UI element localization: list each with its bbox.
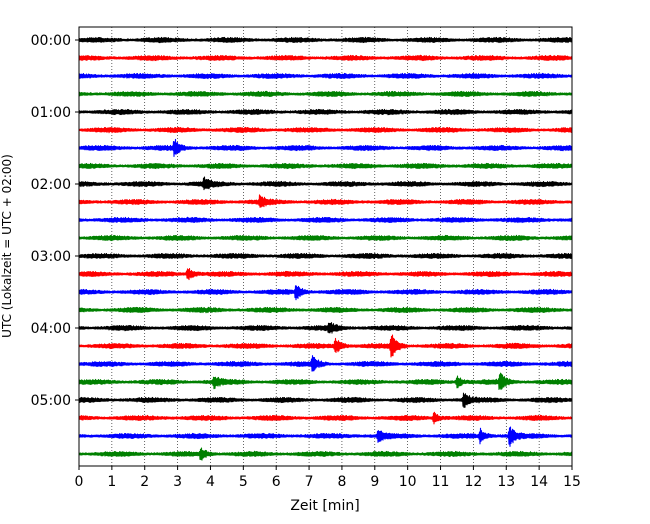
- trace-05-45: [78, 447, 573, 461]
- y-tick-label-2: 02:00: [31, 177, 71, 193]
- y-tick-label-1: 01:00: [31, 105, 71, 121]
- x-tick-label-8: 8: [337, 474, 346, 490]
- x-tick-label-15: 15: [563, 474, 581, 490]
- grid-layer: [111, 27, 540, 466]
- x-tick-label-10: 10: [399, 474, 417, 490]
- trace-02-30: [78, 216, 573, 224]
- trace-02-00: [78, 176, 573, 191]
- x-tick-label-9: 9: [370, 474, 379, 490]
- trace-00-15: [78, 54, 573, 62]
- trace-00-45: [78, 90, 573, 98]
- trace-05-15: [78, 411, 573, 425]
- trace-layer: [78, 36, 573, 461]
- x-tick-label-3: 3: [173, 474, 182, 490]
- x-tick-label-11: 11: [432, 474, 450, 490]
- trace-02-15: [78, 194, 573, 208]
- y-tick-label-5: 05:00: [31, 393, 71, 409]
- y-tick-label-0: 00:00: [31, 33, 71, 49]
- x-tick-label-14: 14: [530, 474, 548, 490]
- trace-04-00: [78, 322, 573, 334]
- trace-00-30: [78, 72, 573, 80]
- y-tick-label-4: 04:00: [31, 321, 71, 337]
- trace-01-45: [78, 162, 573, 170]
- trace-04-15: [78, 334, 573, 358]
- x-tick-label-7: 7: [305, 474, 314, 490]
- trace-02-45: [78, 234, 573, 242]
- trace-04-30: [78, 355, 573, 372]
- x-tick-label-0: 0: [75, 474, 84, 490]
- plot-frame: [78, 26, 573, 467]
- trace-03-30: [78, 285, 573, 301]
- axis-layer: 0 1 2 3 4 5 6 7 8 9 10 11 12 13 14 1500:0001:0002:0003:…: [31, 26, 581, 490]
- x-tick-label-12: 12: [464, 474, 482, 490]
- x-tick-label-4: 4: [206, 474, 215, 490]
- trace-04-45: [78, 372, 573, 391]
- x-axis-label: Zeit [min]: [290, 498, 359, 514]
- trace-01-15: [78, 126, 573, 134]
- trace-01-30: [78, 138, 573, 158]
- x-tick-label-6: 6: [272, 474, 281, 490]
- trace-00-00: [78, 36, 573, 44]
- trace-01-00: [78, 108, 573, 116]
- y-axis-label: UTC (Lokalzeit = UTC + 02:00): [0, 154, 14, 338]
- trace-03-15: [78, 268, 573, 281]
- x-tick-label-5: 5: [239, 474, 248, 490]
- x-tick-label-2: 2: [140, 474, 149, 490]
- x-tick-label-1: 1: [107, 474, 116, 490]
- trace-03-00: [78, 252, 573, 260]
- trace-05-30: [78, 426, 573, 447]
- trace-05-00: [78, 392, 573, 408]
- x-tick-label-13: 13: [497, 474, 515, 490]
- y-tick-label-3: 03:00: [31, 249, 71, 265]
- trace-03-45: [78, 306, 573, 314]
